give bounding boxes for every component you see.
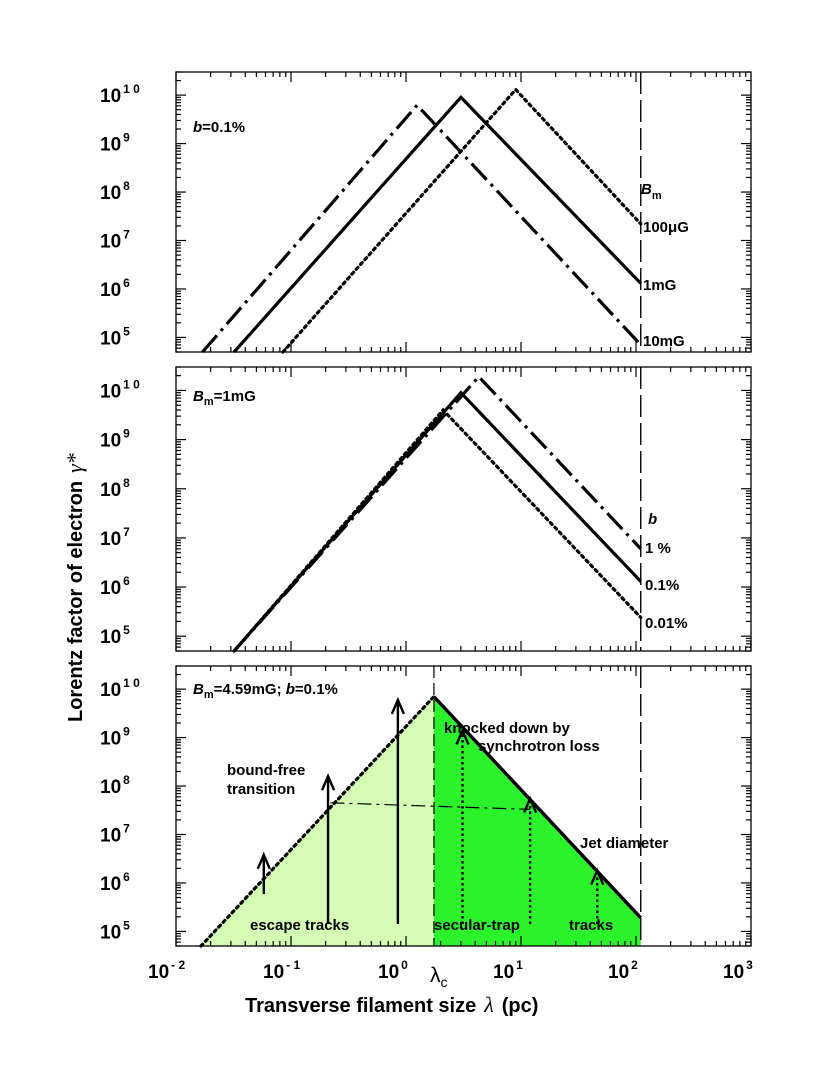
y-tick-label: 10 8 (100, 476, 130, 501)
series-label-0.1pct: 0.1% (645, 577, 679, 594)
y-tick-label: 10 5 (100, 324, 130, 349)
y-tick-label: 10 6 (100, 574, 130, 599)
panel-label: b=0.1% (193, 119, 245, 136)
y-tick-label: 10 1 0 (100, 82, 140, 107)
annotation-transition: transition (227, 781, 295, 798)
y-tick-label: 10 1 0 (100, 676, 140, 701)
escape-track-arrow-2 (390, 696, 405, 715)
rising-branch-line (199, 694, 436, 948)
annotation-tracks: tracks (569, 917, 613, 934)
escape-track-arrow-0 (256, 851, 271, 870)
x-tick-label: 10 1 (493, 958, 523, 983)
trap-region (433, 696, 641, 946)
panel-label: Bm=4.59mG; b=0.1% (193, 681, 338, 701)
escape-track-arrow-1 (320, 773, 336, 791)
plot-frame (175, 665, 752, 947)
falling-branch-line (432, 695, 643, 920)
x-tick-label: 10- 2 (148, 958, 185, 983)
x-tick-label: 10 0 (378, 958, 408, 983)
panel-top: 10 5 10 6 10 7 10 8 10 9 10 1 0 b=0.1% Bm 100μG 1mG… (100, 71, 752, 354)
panel-middle: 10 5 10 6 10 7 10 8 10 9 10 1 0 Bm=1mG b 1 % 0.1% 0… (100, 366, 752, 653)
series-line-1 (232, 94, 642, 354)
series-label-100uG: 100μG (643, 219, 689, 236)
annotation-secular-trap: secular-trap (434, 917, 520, 934)
series-label-1mG: 1mG (643, 277, 676, 294)
legend-title: b (648, 511, 657, 528)
series-line-1 (232, 390, 642, 653)
annotation-escape-tracks: escape tracks (250, 917, 349, 934)
annotation-synchrotron-loss: synchrotron loss (478, 738, 600, 755)
y-tick-label: 10 9 (100, 427, 130, 452)
y-tick-label: 10 5 (100, 918, 130, 943)
trap-track-arrow-1 (523, 795, 538, 814)
y-tick-label: 10 9 (100, 131, 130, 156)
y-tick-label: 10 1 0 (100, 377, 140, 402)
series-line-2 (232, 407, 643, 653)
x-tick-label: 10- 1 (263, 958, 300, 983)
y-tick-label: 10 5 (100, 623, 130, 648)
y-tick-label: 10 6 (100, 276, 130, 301)
plot-frame (175, 71, 752, 353)
annotation-jet-diameter: Jet diameter (580, 835, 669, 852)
series-label-0.01pct: 0.01% (645, 615, 688, 632)
series-label-1pct: 1 % (645, 540, 671, 557)
x-tick-label: 10 3 (723, 958, 753, 983)
legend-title: Bm (641, 181, 662, 202)
plot-frame (175, 366, 752, 652)
y-tick-label: 10 6 (100, 870, 130, 895)
trap-track-arrow-0 (455, 727, 470, 745)
panel-label: Bm=1mG (193, 388, 256, 408)
bound-free-line (330, 802, 531, 810)
lambda-c-label: λc (430, 964, 448, 990)
series-line-0 (281, 87, 643, 354)
panel-bottom: 10 5 10 6 10 7 10 8 10 9 10 1 0 Bm=4.59mG; b=0.1% k… (100, 665, 752, 948)
trap-track-arrow-2 (590, 867, 605, 886)
annotation-knocked-down: knocked down by (444, 720, 571, 737)
x-axis-title: Transverse filament size λ (pc) (245, 992, 538, 1017)
x-tick-label: 10 2 (608, 958, 638, 983)
y-tick-label: 10 8 (100, 773, 130, 798)
y-tick-label: 10 7 (100, 525, 130, 550)
y-tick-label: 10 7 (100, 227, 130, 252)
y-axis-title: Lorentz factor of electronγ* (62, 453, 87, 722)
series-label-10mG: 10mG (643, 333, 685, 350)
y-tick-label: 10 8 (100, 179, 130, 204)
y-tick-label: 10 9 (100, 725, 130, 750)
x-tick-labels: 10- 2 10- 1 10 0 10 1 10 2 10 3 (148, 958, 753, 983)
annotation-bound-free: bound-free (227, 762, 305, 779)
y-tick-label: 10 7 (100, 821, 130, 846)
